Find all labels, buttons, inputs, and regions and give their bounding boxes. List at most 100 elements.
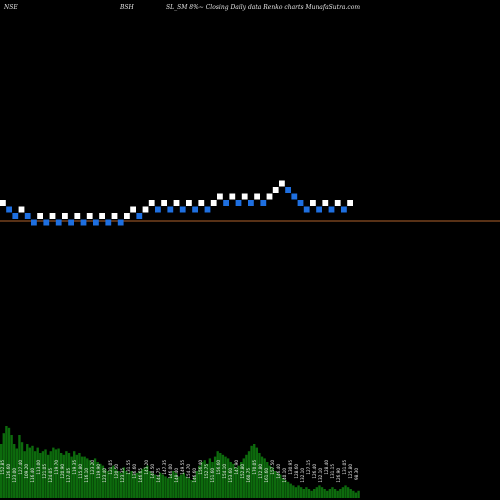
volume-bar [313, 489, 316, 498]
volume-bar [143, 467, 146, 498]
volume-bar [125, 471, 128, 498]
volume-bar [166, 478, 170, 498]
renko-brick [297, 200, 304, 206]
volume-bar [148, 471, 152, 498]
renko-brick [173, 200, 180, 206]
volume-bar [33, 451, 37, 498]
volume-bar [328, 489, 332, 498]
renko-brick [291, 193, 298, 200]
volume-bar [93, 458, 97, 498]
volume-bar [99, 463, 102, 498]
volume-bar [44, 449, 47, 498]
volume-label: 148.40 [174, 468, 179, 483]
volume-label: 146.00 [168, 464, 173, 479]
volume-bar [172, 471, 175, 498]
volume-bar [193, 476, 196, 498]
volume-label: 113.00 [36, 460, 41, 475]
volume-label: 119.35 [72, 460, 77, 475]
renko-brick [223, 200, 229, 206]
volume-label: 119.90 [96, 464, 101, 479]
volume-bar [20, 442, 24, 498]
volume-bar [273, 471, 277, 498]
renko-brick [279, 180, 285, 187]
renko-brick [167, 206, 174, 213]
volume-label: 172.80 [258, 464, 263, 479]
renko-brick [155, 206, 161, 213]
volume-bar [245, 454, 248, 498]
volume-label: 123.20 [90, 460, 95, 475]
volume-bar [106, 471, 110, 498]
volume-bar [41, 451, 45, 498]
renko-brick [198, 200, 205, 206]
renko-brick [24, 213, 31, 219]
renko-brick [0, 200, 6, 206]
volume-label: 131.15 [330, 464, 335, 479]
renko-brick [142, 206, 149, 213]
renko-brick [80, 219, 87, 226]
volume-bar [292, 485, 295, 498]
volume-label: 147.35 [162, 460, 167, 475]
volume-bar [18, 435, 21, 498]
renko-brick [266, 193, 273, 200]
volume-bar [0, 444, 3, 498]
volume-bar [195, 471, 198, 498]
volume-bar [221, 454, 225, 498]
volume-label: 132.10 [318, 468, 323, 483]
volume-bar [36, 447, 39, 498]
volume-bar [54, 449, 58, 498]
volume-label: 127.40 [18, 460, 23, 475]
volume-label: 131.05 [342, 460, 347, 475]
renko-brick [229, 193, 236, 200]
renko-brick [68, 219, 74, 226]
renko-brick [241, 193, 248, 200]
renko-brick [37, 213, 43, 219]
volume-label: 126.60 [6, 464, 11, 479]
volume-bar [133, 474, 136, 498]
volume-bar [73, 451, 76, 498]
volume-bar [286, 481, 290, 498]
volume-bar [75, 454, 78, 498]
renko-brick [55, 219, 62, 226]
volume-label: 170.05 [252, 460, 257, 475]
volume-bar [26, 444, 29, 498]
volume-bar [70, 456, 73, 498]
volume-bar [120, 472, 123, 498]
volume-bar [307, 489, 311, 498]
volume-label: 156.60 [216, 460, 221, 475]
renko-brick [217, 193, 223, 200]
volume-label: 117.05 [66, 468, 71, 483]
volume-label: 140.50 [150, 464, 155, 479]
volume-bar [49, 451, 52, 498]
volume-label: 123.40 [102, 468, 107, 483]
volume-bar [39, 453, 42, 498]
volume-label: 152.85 [0, 460, 5, 475]
volume-bar [211, 462, 214, 498]
volume-label: 154.10 [222, 464, 227, 479]
volume-bar [117, 471, 120, 498]
volume-bar [297, 485, 300, 498]
volume-bar [203, 460, 206, 498]
volume-bar [138, 471, 141, 498]
volume-bar [354, 492, 358, 498]
volume-label: 120.50 [114, 464, 119, 479]
volume-bar [57, 448, 60, 498]
renko-brick [248, 200, 254, 206]
volume-bar [240, 462, 243, 498]
renko-brick [341, 206, 347, 213]
volume-label: 116.10 [84, 468, 89, 483]
volume-bar [96, 462, 99, 498]
volume-bar [109, 467, 112, 498]
volume-bar [169, 474, 172, 498]
volume-label: 98.30 [354, 468, 359, 480]
volume-bar [80, 456, 84, 498]
volume-bar [349, 489, 352, 498]
volume-bar [127, 472, 131, 498]
volume-bar [185, 476, 188, 498]
renko-brick [204, 206, 211, 213]
renko-brick [12, 213, 19, 219]
volume-bar [294, 487, 298, 498]
renko-brick [148, 200, 155, 206]
volume-label: 123.35 [120, 468, 125, 483]
volume-bar [357, 490, 360, 498]
